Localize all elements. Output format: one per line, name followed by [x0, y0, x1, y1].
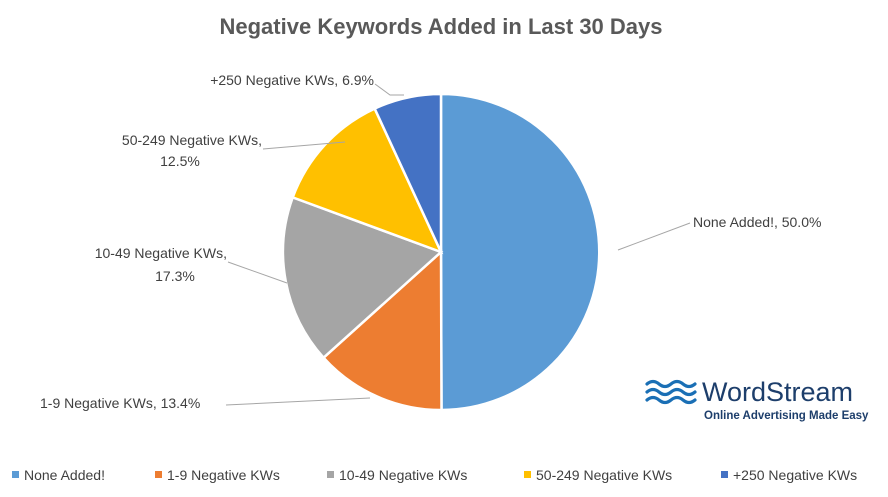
legend-swatch: [721, 471, 728, 478]
legend-label: 1-9 Negative KWs: [167, 467, 280, 483]
legend: None Added! 1-9 Negative KWs 10-49 Negativ…: [12, 467, 857, 483]
pie-slices: [281, 92, 601, 412]
leader-line: [617, 222, 691, 251]
legend-swatch: [524, 471, 531, 478]
pie-slice: [291, 106, 444, 255]
legend-label: 10-49 Negative KWs: [339, 467, 467, 483]
pie-slice: [321, 249, 443, 412]
data-label: +250 Negative KWs, 6.9%: [210, 72, 374, 88]
logo-tagline: Online Advertising Made Easy: [704, 410, 869, 422]
leader-line: [227, 261, 288, 284]
leader-lines: [225, 83, 691, 406]
data-label: 10-49 Negative KWs,: [95, 245, 227, 261]
wordstream-logo: WordStream Online Advertising Made Easy: [645, 377, 869, 422]
logo-name: WordStream: [702, 377, 853, 407]
legend-label: 50-249 Negative KWs: [536, 467, 672, 483]
legend-swatch: [327, 471, 334, 478]
data-labels: None Added!, 50.0% 1-9 Negative KWs, 13.4…: [40, 72, 821, 411]
pie-slice: [373, 92, 443, 253]
data-label: 17.3%: [155, 268, 195, 284]
data-label: 50-249 Negative KWs,: [122, 132, 262, 148]
data-label: None Added!, 50.0%: [693, 214, 821, 230]
legend-swatch: [155, 471, 162, 478]
waves-icon: [645, 379, 697, 405]
data-label: 1-9 Negative KWs, 13.4%: [40, 395, 200, 411]
legend-swatch: [12, 471, 19, 478]
leader-line: [262, 141, 346, 150]
leader-line: [374, 83, 404, 96]
legend-label: +250 Negative KWs: [733, 467, 857, 483]
leader-line: [225, 397, 371, 406]
data-label: 12.5%: [160, 153, 200, 169]
legend-label: None Added!: [24, 467, 105, 483]
chart-title: Negative Keywords Added in Last 30 Days: [220, 14, 663, 39]
pie-slice: [439, 92, 601, 412]
